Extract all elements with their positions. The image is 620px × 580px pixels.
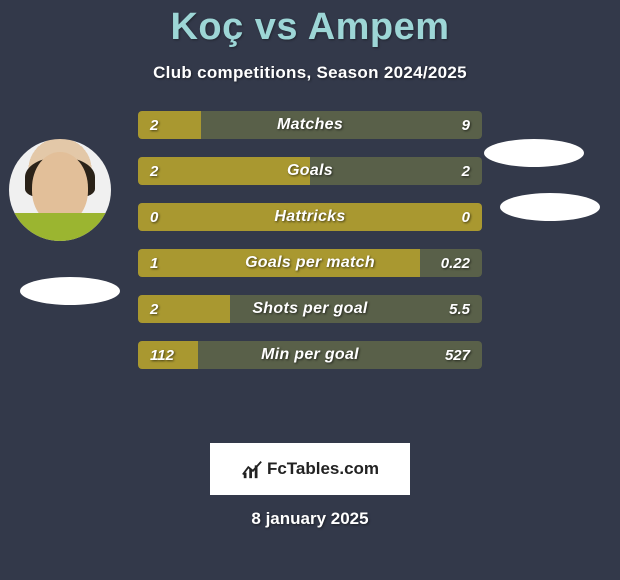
chart-icon	[241, 458, 263, 480]
stat-label: Shots per goal	[138, 295, 482, 323]
stat-row: 29Matches	[138, 111, 482, 139]
fctables-logo: FcTables.com	[210, 443, 410, 495]
player-left-avatar	[9, 139, 111, 241]
player-right-avatar-ellipse	[484, 139, 584, 167]
stat-row: 22Goals	[138, 157, 482, 185]
logo-text: FcTables.com	[267, 459, 379, 479]
stat-label: Min per goal	[138, 341, 482, 369]
stat-row: 112527Min per goal	[138, 341, 482, 369]
stat-bars: 29Matches 22Goals 00Hattricks 10.22Goals pe…	[138, 111, 482, 387]
comparison-panel: 29Matches 22Goals 00Hattricks 10.22Goals pe…	[0, 111, 620, 431]
stat-label: Matches	[138, 111, 482, 139]
stat-label: Goals	[138, 157, 482, 185]
stat-row: 00Hattricks	[138, 203, 482, 231]
stat-label: Goals per match	[138, 249, 482, 277]
player-left-name-ellipse	[20, 277, 120, 305]
stat-row: 25.5Shots per goal	[138, 295, 482, 323]
stat-label: Hattricks	[138, 203, 482, 231]
subtitle: Club competitions, Season 2024/2025	[0, 63, 620, 83]
player-right-name-ellipse	[500, 193, 600, 221]
date-text: 8 january 2025	[0, 509, 620, 529]
page-title: Koç vs Ampem	[0, 0, 620, 49]
stat-row: 10.22Goals per match	[138, 249, 482, 277]
